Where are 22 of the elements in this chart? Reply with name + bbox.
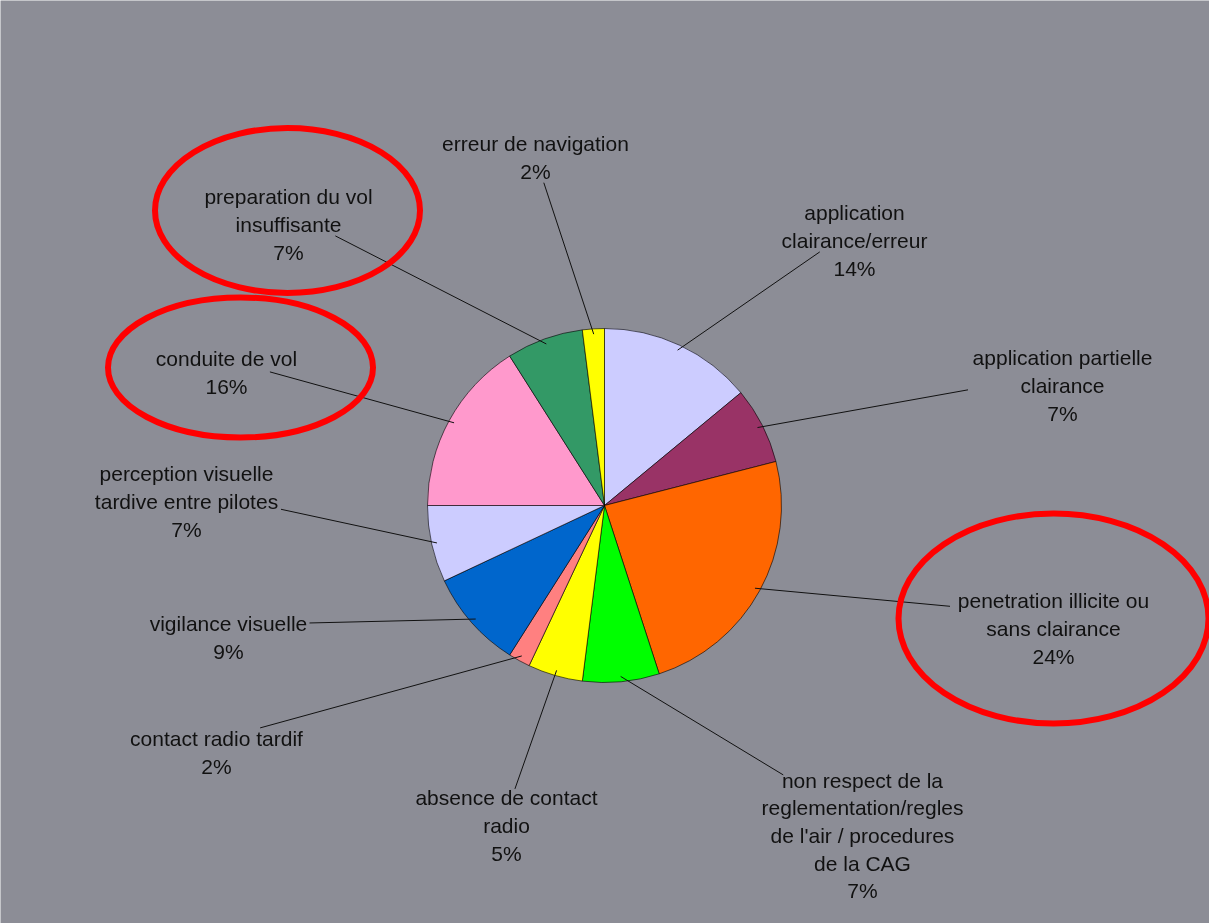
data-label: 14% [833,256,876,280]
data-label: 7% [273,240,304,264]
data-label: 16% [205,374,248,398]
data-label: 2% [520,159,551,183]
slice-label: conduite de vol [155,347,298,371]
slice-label: vigilance visuelle [149,612,308,636]
data-label: 7% [171,517,202,541]
slice-label: preparation du vol insuffisante [204,185,373,236]
slice-label: absence de contact radio [415,786,598,837]
data-label: 24% [1032,644,1075,668]
data-label: 7% [847,879,878,903]
slice-label: contact radio tardif [130,727,304,751]
slice-label: erreur de navigation [442,132,629,156]
data-label: 2% [201,754,232,778]
slice-label: perception visuelle tardive entre pilotes [94,462,279,513]
data-label: 7% [1047,401,1078,425]
slice-label: non respect de la reglementation/regles de l'air / procedures de la CAG [761,768,964,875]
data-label: 5% [491,841,522,865]
data-label: 9% [213,639,244,663]
slice-label: application partielle clairance [972,346,1153,397]
slice-label: application clairance/erreur [781,201,928,252]
slice-label: penetration illicite ou sans clairance [957,589,1150,640]
